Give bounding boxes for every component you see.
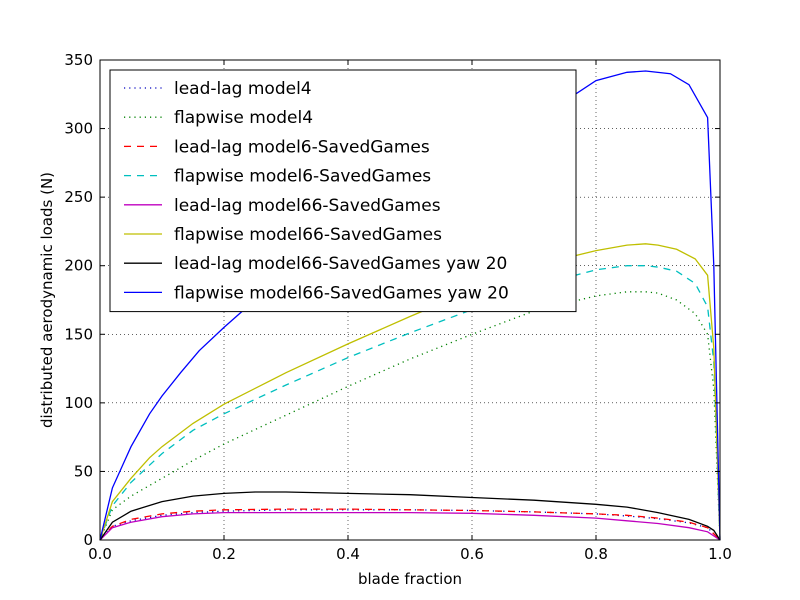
y-tick-label: 300 [64,120,93,138]
x-tick-label: 0.0 [88,545,112,563]
plot-frame [99,59,721,541]
legend-label-4: lead-lag model66-SavedGames [174,196,441,216]
y-tick-label: 50 [74,462,93,480]
y-tick-label: 350 [64,51,93,69]
y-tick-label: 0 [83,531,93,549]
legend: lead-lag model4 flapwise model4 lead-lag m… [109,69,577,313]
legend-label-0: lead-lag model4 [174,79,312,99]
ticks: 0.0 0.2 0.4 0.6 0.8 1.0 0 50 100 150 200 250 300 350 [64,51,732,563]
legend-label-7: flapwise model66-SavedGames yaw 20 [174,283,509,303]
x-tick-label: 0.4 [336,545,360,563]
legend-label-3: flapwise model6-SavedGames [174,167,431,187]
y-tick-label: 200 [64,257,93,275]
series-line-6 [99,491,721,541]
legend-label-6: lead-lag model66-SavedGames yaw 20 [174,254,507,274]
x-tick-label: 0.2 [212,545,236,563]
x-axis-label: blade fraction [358,570,462,588]
series-line-4 [99,511,721,541]
x-tick-label: 0.8 [584,545,608,563]
legend-label-5: flapwise model66-SavedGames [174,225,442,245]
y-tick-label: 250 [64,188,93,206]
legend-label-1: flapwise model4 [174,108,313,128]
y-tick-label: 100 [64,394,93,412]
legend-box [109,69,577,313]
series-line-2 [99,508,721,541]
x-tick-label: 1.0 [708,545,732,563]
y-axis-label: distributed aerodynamic loads (N) [38,172,56,428]
legend-label-2: lead-lag model6-SavedGames [174,137,430,157]
x-tick-label: 0.6 [460,545,484,563]
y-tick-label: 150 [64,325,93,343]
